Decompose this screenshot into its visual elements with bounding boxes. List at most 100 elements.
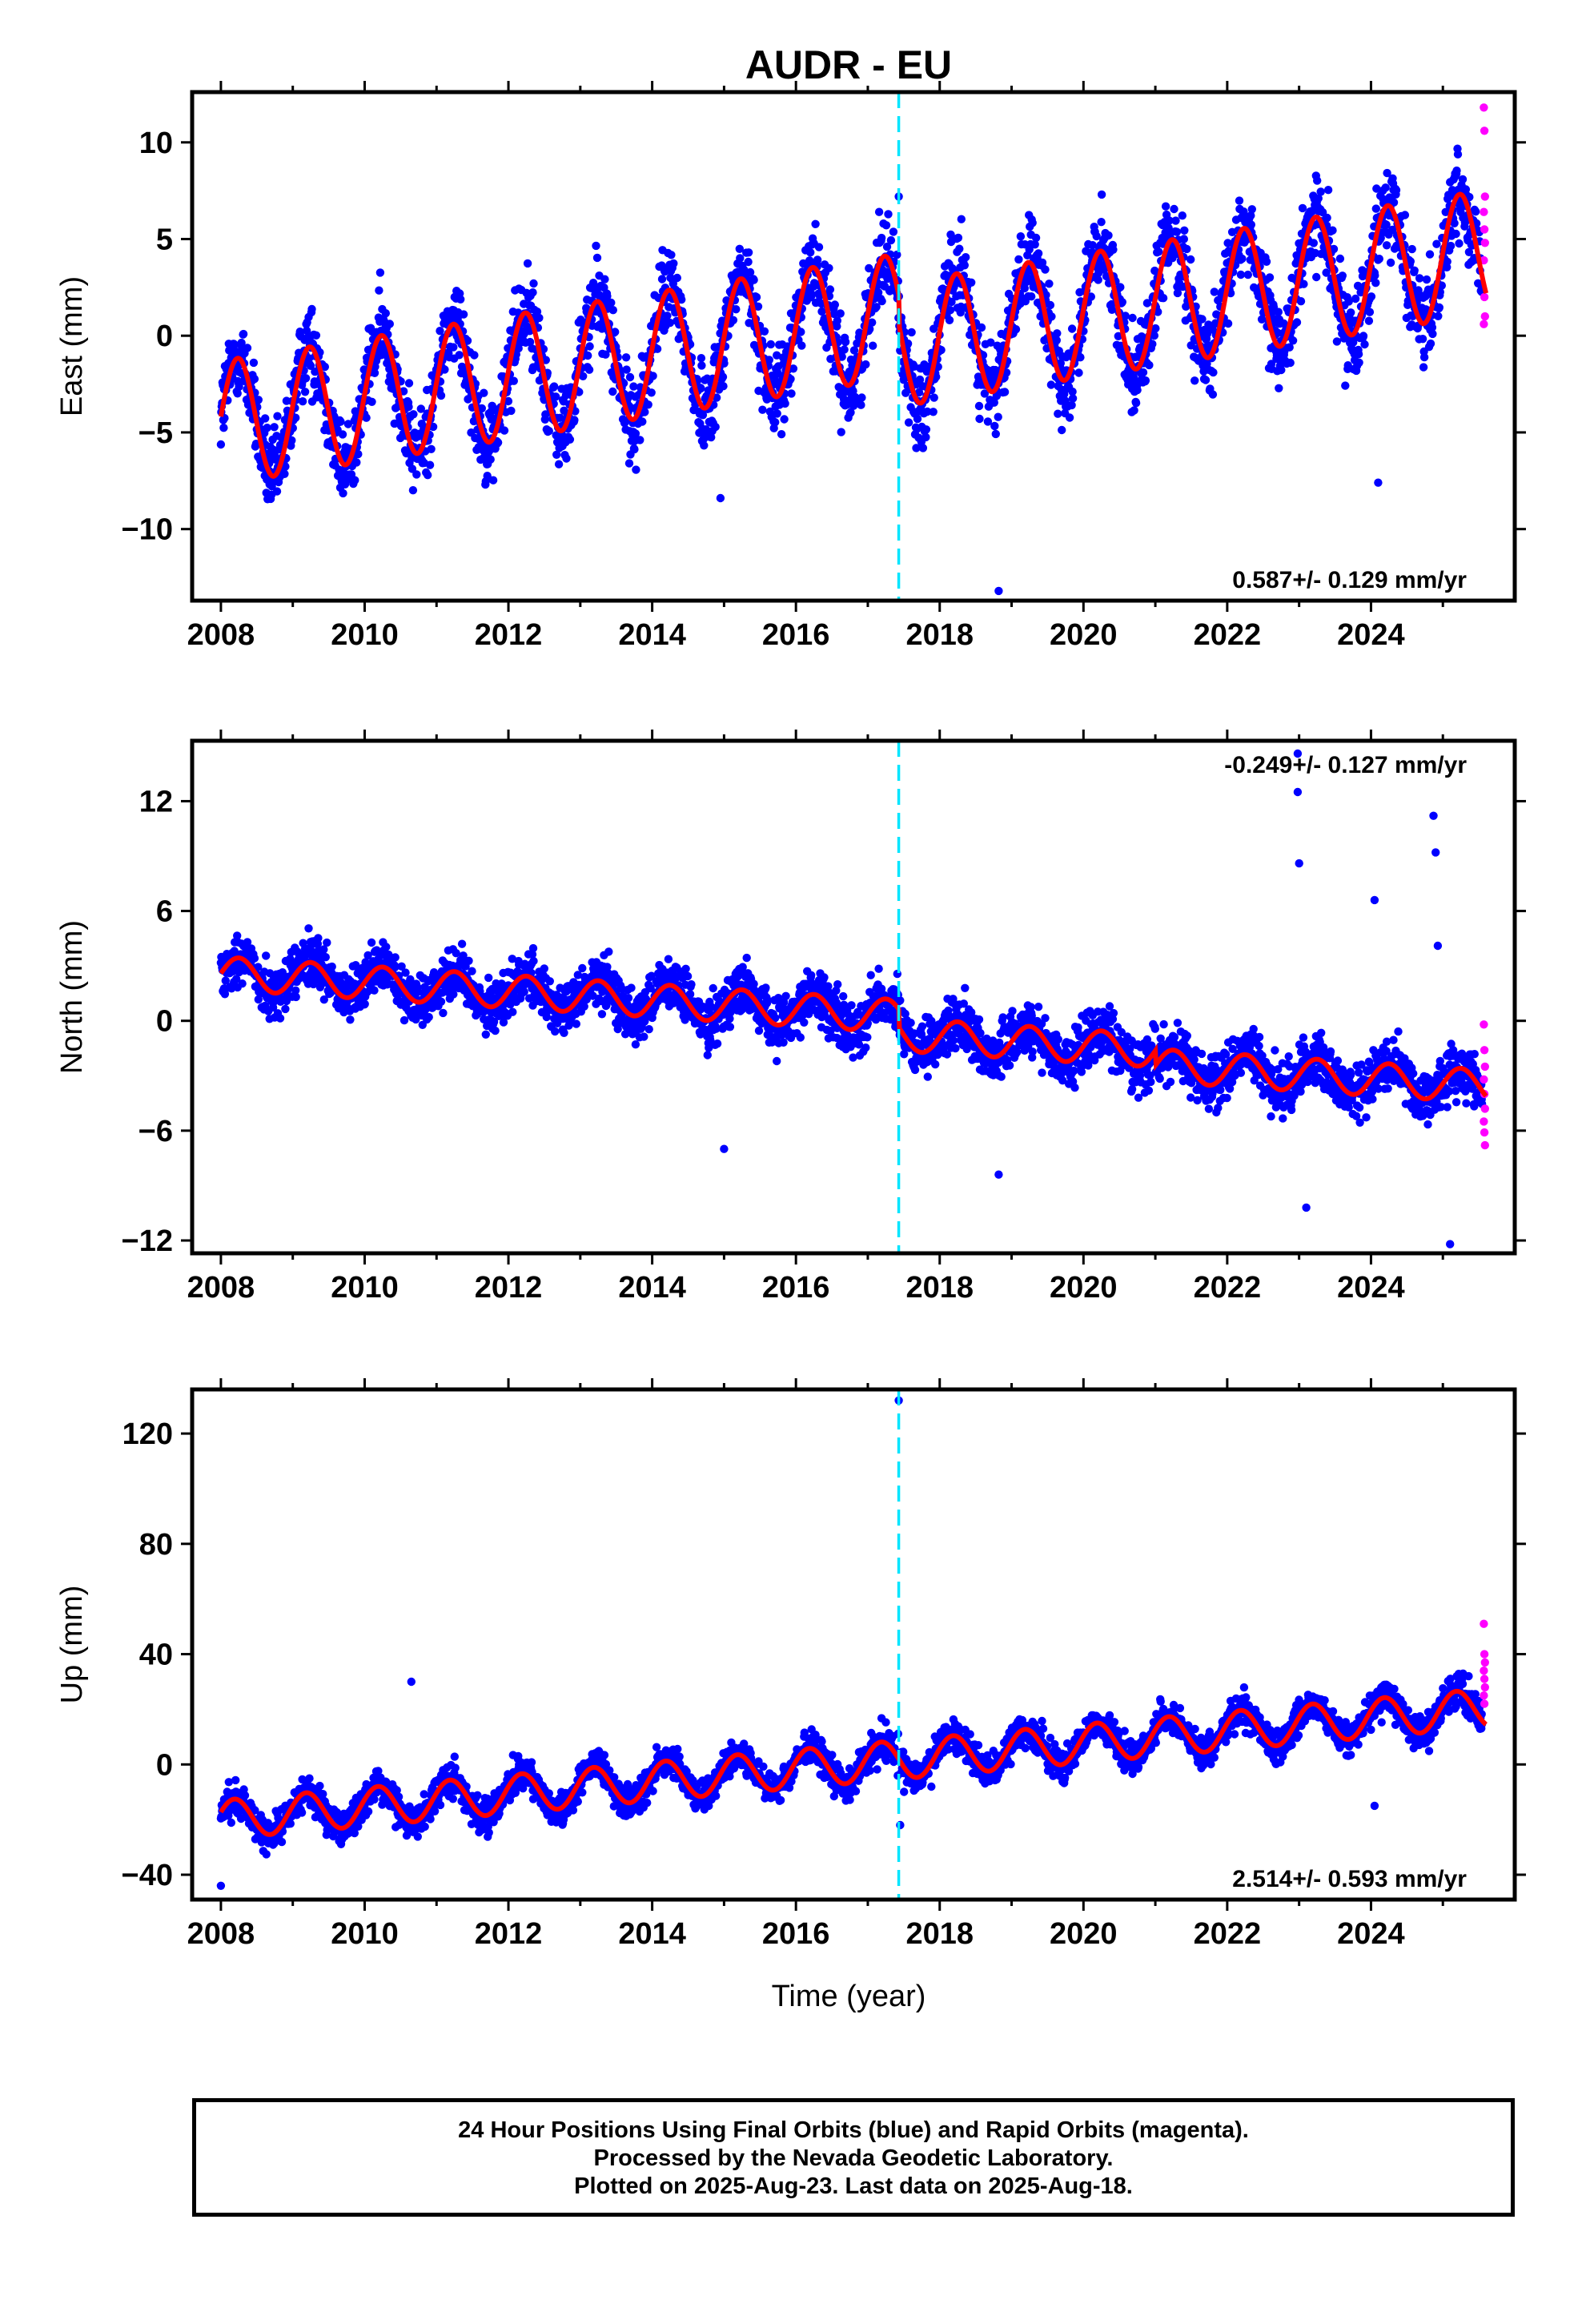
north-final-point (627, 983, 636, 992)
north-final-point (560, 1028, 568, 1038)
east-final-point (893, 250, 901, 259)
north-final-point (314, 934, 323, 943)
north-final-point (360, 999, 369, 1009)
east-final-point (648, 372, 657, 380)
east-final-point (550, 382, 559, 391)
east-final-point (974, 401, 984, 411)
east-final-point (766, 340, 775, 349)
east-final-point (829, 309, 839, 319)
east-final-point (1415, 274, 1424, 283)
east-x-tick-label: 2022 (1194, 618, 1262, 652)
east-final-point (719, 382, 728, 391)
east-final-point (1464, 247, 1474, 256)
east-final-point (1094, 275, 1102, 284)
north-final-point (644, 1025, 653, 1034)
east-final-point (1129, 373, 1138, 382)
east-final-point (923, 407, 932, 416)
east-final-point (233, 389, 242, 398)
east-final-point (904, 418, 913, 427)
east-final-point (1027, 292, 1036, 301)
north-final-point (238, 979, 247, 988)
east-final-point (272, 487, 282, 496)
east-final-point (1446, 241, 1456, 251)
east-final-point (1309, 239, 1319, 247)
north-final-point (520, 987, 528, 996)
east-final-point (416, 404, 425, 413)
east-final-point (1410, 266, 1419, 275)
east-final-point (632, 465, 640, 474)
east-final-point (825, 263, 833, 272)
north-final-point (254, 963, 263, 971)
east-final-point (456, 295, 465, 304)
east-final-point (697, 361, 706, 370)
north-final-point (839, 991, 848, 1001)
east-final-point (1419, 352, 1429, 362)
east-final-point (1458, 175, 1468, 184)
east-final-point (918, 444, 928, 452)
east-final-point (603, 292, 612, 301)
east-final-point (744, 257, 753, 267)
east-final-point (1262, 257, 1271, 266)
east-final-point (857, 393, 866, 402)
east-final-point (367, 397, 376, 406)
north-final-point (807, 971, 816, 980)
east-final-point (930, 393, 938, 402)
east-final-point (404, 402, 413, 412)
east-final-point (354, 449, 363, 459)
east-final-point (840, 345, 849, 354)
east-final-point (753, 302, 763, 311)
east-final-point (1201, 376, 1211, 384)
east-final-point (797, 328, 805, 336)
east-final-point (625, 372, 635, 382)
east-final-point (514, 344, 523, 353)
east-final-point (1107, 305, 1117, 314)
east-final-point (1031, 233, 1041, 243)
north-final-point (436, 997, 446, 1007)
east-final-point (1341, 381, 1350, 390)
north-final-point (291, 992, 300, 1002)
east-final-point (556, 413, 564, 422)
north-final-point (346, 1015, 355, 1024)
north-final-point (863, 1033, 872, 1042)
east-y-tick-label: 0 (156, 320, 173, 353)
east-final-point (528, 288, 537, 297)
east-final-point (1371, 204, 1381, 213)
east-final-point (588, 279, 598, 287)
east-final-point (1428, 329, 1437, 339)
east-final-point (975, 414, 984, 424)
east-final-point (1472, 207, 1480, 216)
east-final-point (607, 298, 616, 308)
east-final-point (1179, 235, 1189, 243)
east-final-point (1347, 308, 1355, 317)
east-final-point (249, 358, 259, 368)
north-final-point (397, 962, 406, 971)
east-final-point (408, 464, 417, 473)
east-final-point (1298, 203, 1307, 213)
east-final-point (1355, 358, 1363, 367)
north-final-point (874, 964, 883, 973)
east-final-point (216, 440, 226, 449)
east-final-point (1372, 184, 1381, 193)
east-final-point (1329, 244, 1339, 254)
east-final-point (811, 219, 820, 228)
east-final-point (1034, 249, 1043, 258)
east-final-point (1141, 376, 1150, 385)
east-final-point (915, 375, 925, 384)
east-final-point (436, 327, 444, 336)
east-final-point (1045, 279, 1054, 288)
east-final-point (1148, 340, 1157, 348)
east-final-point (1407, 244, 1416, 254)
east-final-orbit-points (216, 144, 1487, 504)
east-final-point (385, 320, 394, 328)
north-final-point (508, 955, 516, 963)
east-final-point (409, 410, 418, 419)
east-final-point (1208, 390, 1218, 399)
east-final-point (1247, 220, 1256, 229)
east-final-point (868, 318, 877, 327)
east-final-point (1383, 168, 1391, 178)
east-final-point (1165, 216, 1174, 225)
east-final-point (336, 417, 345, 426)
east-final-point (1371, 279, 1380, 287)
east-final-point (1016, 232, 1026, 241)
east-y-tick-label: 10 (139, 127, 173, 160)
